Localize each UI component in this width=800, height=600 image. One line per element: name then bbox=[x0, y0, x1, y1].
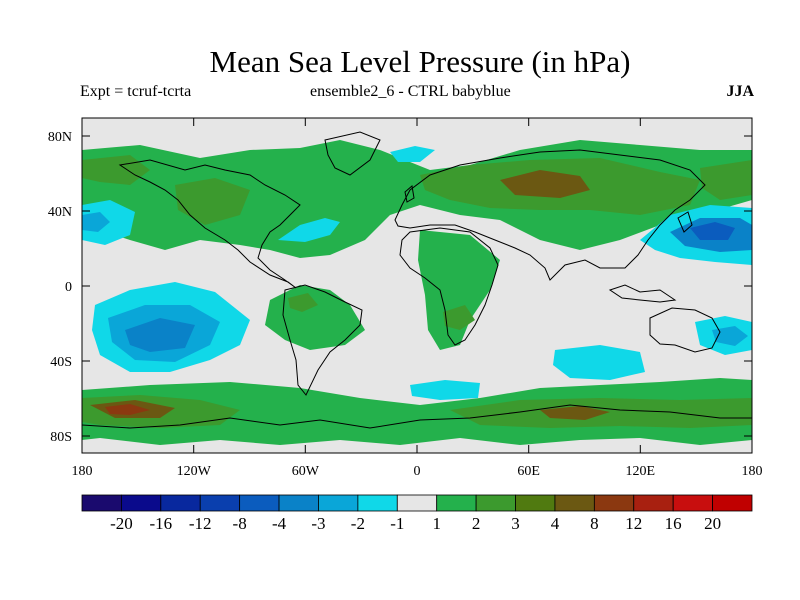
lon-label: 180 bbox=[742, 464, 763, 479]
coast-south-america bbox=[282, 284, 363, 396]
map-title: Mean Sea Level Pressure (in hPa) bbox=[209, 44, 631, 79]
coast-africa bbox=[399, 227, 499, 346]
contour-spacific-deep bbox=[125, 318, 195, 352]
colorbar-swatch bbox=[593, 494, 635, 512]
contour-northeast-olive bbox=[700, 160, 752, 200]
coast-antarctica bbox=[82, 404, 752, 429]
lon-label: 60E bbox=[517, 464, 540, 479]
contour-satlantic-cyan bbox=[410, 380, 480, 400]
colorbar-swatch bbox=[396, 494, 438, 512]
colorbar-label: 20 bbox=[704, 514, 721, 533]
contour-south-red bbox=[105, 404, 150, 415]
longitude-axis: 180 120W 60W 0 60E 120E 180 bbox=[72, 118, 763, 479]
contour-wpacific-deep bbox=[690, 222, 735, 240]
contour-south-band bbox=[82, 378, 752, 445]
colorbar-label: 2 bbox=[472, 514, 481, 533]
lon-label: 120E bbox=[626, 464, 656, 479]
colorbar-swatch bbox=[436, 494, 477, 512]
lon-label: 60W bbox=[292, 464, 320, 479]
coast-eurasia bbox=[394, 149, 706, 281]
coast-japan bbox=[677, 211, 693, 233]
colorbar-swatch bbox=[278, 494, 319, 512]
contour-north-olive-2 bbox=[175, 178, 250, 225]
contour-atlantic-cyan bbox=[278, 218, 340, 242]
coast-greenland bbox=[324, 131, 381, 176]
contour-tasman-blue bbox=[712, 326, 748, 346]
colorbar-swatch bbox=[81, 494, 122, 512]
lat-label: 40S bbox=[50, 355, 72, 370]
colorbar-label: 16 bbox=[665, 514, 682, 533]
lon-label: 180 bbox=[72, 464, 93, 479]
colorbar-swatch bbox=[160, 494, 201, 512]
colorbar-label: -12 bbox=[189, 514, 212, 533]
contour-fields bbox=[82, 140, 752, 445]
coast-australia bbox=[649, 307, 721, 353]
contour-npacific-blue bbox=[82, 212, 110, 232]
lat-label: 40N bbox=[48, 205, 72, 220]
colorbar-swatch bbox=[515, 494, 556, 512]
colorbar-label: -1 bbox=[390, 514, 404, 533]
colorbar-swatch bbox=[712, 494, 753, 512]
contour-south-brown-2 bbox=[540, 406, 610, 420]
colorbar-swatch bbox=[239, 494, 280, 512]
colorbar-label: -4 bbox=[272, 514, 287, 533]
colorbar-label: -2 bbox=[351, 514, 365, 533]
coast-north-america bbox=[118, 159, 301, 289]
colorbar-swatch bbox=[633, 494, 674, 512]
lat-label: 80N bbox=[48, 130, 72, 145]
colorbar-label: 8 bbox=[590, 514, 599, 533]
coast-indonesia bbox=[608, 284, 677, 303]
contour-indian-cyan bbox=[553, 345, 645, 380]
colorbar-label: -20 bbox=[110, 514, 133, 533]
latitude-axis: 80N 40N 0 40S 80S bbox=[48, 130, 752, 445]
colorbar-swatch bbox=[672, 494, 713, 512]
experiment-label: Expt = tcruf-tcrta bbox=[80, 83, 192, 100]
colorbar-label: -16 bbox=[149, 514, 172, 533]
colorbar-swatch bbox=[318, 494, 359, 512]
contour-north-brown bbox=[500, 170, 590, 198]
coast-uk bbox=[404, 185, 415, 203]
season-label: JJA bbox=[726, 83, 754, 100]
colorbar-swatch bbox=[121, 494, 162, 512]
colorbar-label: 1 bbox=[432, 514, 441, 533]
lon-label: 0 bbox=[414, 464, 421, 479]
contour-arctic-cyan bbox=[390, 146, 435, 162]
ensemble-label: ensemble2_6 - CTRL babyblue bbox=[310, 83, 511, 100]
colorbar-swatch bbox=[357, 494, 398, 512]
colorbar-label: 12 bbox=[625, 514, 642, 533]
colorbar-swatch bbox=[475, 494, 516, 512]
contour-africa-olive bbox=[443, 305, 475, 330]
coastlines bbox=[82, 131, 752, 429]
colorbar-swatch bbox=[554, 494, 595, 512]
contour-africa-green bbox=[418, 230, 500, 350]
lat-label: 0 bbox=[65, 280, 72, 295]
colorbar: -20 -16 -12 -8 -4 -3 -2 -1 1 2 3 4 8 12 16 20 bbox=[81, 494, 753, 533]
colorbar-label: -3 bbox=[311, 514, 325, 533]
colorbar-label: 4 bbox=[551, 514, 560, 533]
colorbar-label: -8 bbox=[233, 514, 247, 533]
lat-label: 80S bbox=[50, 430, 72, 445]
colorbar-label: 3 bbox=[511, 514, 520, 533]
colorbar-swatch bbox=[199, 494, 241, 512]
contour-samerica-olive bbox=[288, 293, 318, 312]
lon-label: 120W bbox=[177, 464, 212, 479]
